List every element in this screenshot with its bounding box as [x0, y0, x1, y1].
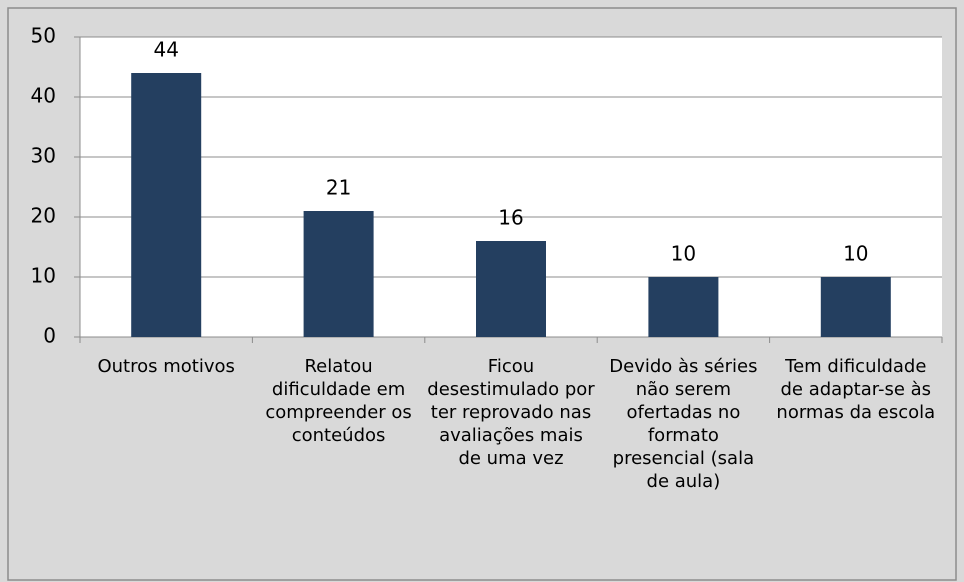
y-tick-label: 0: [43, 324, 56, 348]
y-tick-label: 10: [31, 264, 56, 288]
data-label: 21: [326, 176, 351, 200]
bar: [303, 211, 374, 337]
data-label: 10: [843, 242, 868, 266]
y-tick-label: 40: [31, 84, 56, 108]
bar: [131, 73, 202, 337]
x-tick-label: Devido às séries não serem ofertadas no …: [609, 356, 758, 492]
x-tick-label: Ficou desestimulado por ter reprovado na…: [427, 356, 595, 469]
data-label: 44: [153, 38, 178, 62]
bar: [476, 241, 546, 337]
x-tick-label: Tem dificuldade de adaptar-se às normas …: [776, 356, 936, 423]
y-tick-label: 20: [31, 204, 56, 228]
x-tick-label: Relatou dificuldade em compreender os co…: [265, 356, 412, 446]
bar: [648, 277, 719, 337]
x-tick-label: Outros motivos: [97, 356, 235, 377]
y-tick-label: 50: [31, 24, 56, 48]
bar: [820, 277, 891, 337]
data-label: 10: [671, 242, 696, 266]
y-tick-label: 30: [31, 144, 56, 168]
data-label: 16: [498, 206, 523, 230]
